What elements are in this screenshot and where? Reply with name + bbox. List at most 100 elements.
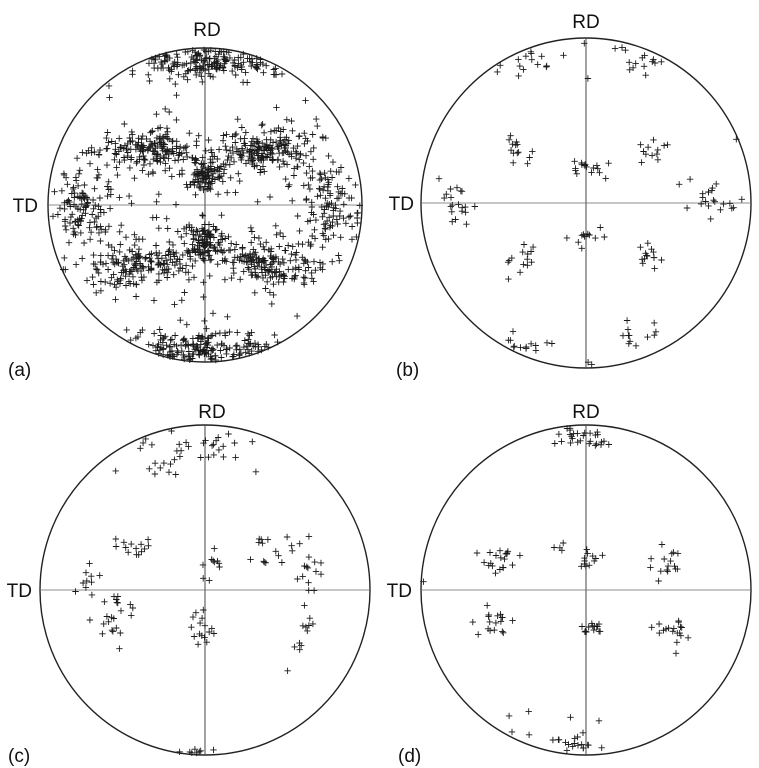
pole-marker bbox=[667, 557, 674, 565]
pole-marker bbox=[189, 178, 197, 185]
pole-marker bbox=[207, 241, 214, 249]
pole-marker bbox=[141, 545, 148, 553]
pole-marker bbox=[517, 344, 524, 351]
pole-marker bbox=[210, 630, 218, 637]
pole-marker bbox=[232, 189, 239, 196]
pole-marker bbox=[231, 131, 239, 139]
pole-marker bbox=[236, 346, 243, 353]
pole-marker bbox=[127, 336, 134, 344]
pole-marker bbox=[155, 225, 162, 232]
pole-marker bbox=[261, 168, 268, 175]
pole-marker bbox=[211, 244, 219, 251]
pole-marker bbox=[260, 156, 267, 164]
pole-marker bbox=[187, 255, 194, 263]
pole-marker bbox=[200, 293, 207, 301]
pole-marker bbox=[510, 159, 517, 166]
pole-marker bbox=[232, 342, 240, 350]
pole-marker bbox=[142, 254, 150, 261]
pole-marker bbox=[225, 152, 232, 160]
pole-marker bbox=[87, 229, 95, 236]
pole-marker bbox=[212, 356, 219, 364]
pole-marker bbox=[206, 252, 213, 259]
pole-marker bbox=[170, 150, 177, 157]
pole-marker bbox=[132, 293, 140, 300]
pole-marker bbox=[200, 575, 207, 582]
pole-marker bbox=[212, 352, 219, 359]
pole-marker bbox=[516, 552, 524, 559]
pole-marker bbox=[191, 159, 198, 166]
pole-marker bbox=[292, 264, 299, 272]
pole-marker bbox=[175, 267, 182, 275]
pole-marker bbox=[226, 54, 234, 62]
pole-marker bbox=[210, 746, 217, 754]
pole-marker bbox=[626, 66, 633, 73]
pole-marker bbox=[509, 617, 516, 624]
pole-marker bbox=[201, 221, 208, 228]
pole-marker bbox=[304, 564, 312, 572]
pole-marker bbox=[289, 127, 296, 134]
pole-marker bbox=[280, 138, 287, 146]
pole-marker bbox=[173, 447, 181, 455]
pole-marker bbox=[153, 155, 160, 162]
pole-marker bbox=[310, 278, 317, 285]
pole-marker bbox=[245, 157, 252, 164]
pole-marker bbox=[632, 342, 640, 349]
pole-marker bbox=[164, 146, 171, 153]
pole-marker bbox=[84, 199, 92, 206]
pole-marker bbox=[248, 347, 255, 355]
pole-marker bbox=[560, 539, 567, 547]
pole-marker bbox=[173, 258, 180, 265]
pole-marker bbox=[208, 556, 215, 563]
pole-marker bbox=[86, 616, 94, 624]
pole-marker bbox=[164, 261, 171, 268]
pole-marker bbox=[105, 223, 113, 230]
pole-marker bbox=[284, 140, 292, 147]
pole-marker bbox=[207, 146, 215, 154]
pole-marker bbox=[515, 56, 522, 63]
pole-marker bbox=[589, 622, 596, 629]
pole-marker bbox=[656, 629, 663, 637]
pole-markers-b bbox=[435, 40, 745, 368]
pole-marker bbox=[147, 143, 154, 150]
pole-marker bbox=[219, 137, 227, 144]
pole-marker bbox=[91, 218, 98, 226]
pole-marker bbox=[139, 147, 146, 154]
pole-marker bbox=[526, 154, 533, 161]
pole-marker bbox=[105, 139, 112, 146]
pole-marker bbox=[598, 744, 605, 751]
pole-marker bbox=[661, 555, 668, 563]
pole-marker bbox=[189, 231, 197, 238]
pole-marker bbox=[657, 568, 664, 575]
pole-marker bbox=[267, 261, 274, 268]
pole-marker bbox=[282, 247, 289, 254]
pole-marker bbox=[95, 229, 103, 237]
pole-marker bbox=[590, 626, 597, 634]
pole-marker bbox=[89, 211, 96, 218]
pole-marker bbox=[619, 332, 627, 339]
pole-marker bbox=[599, 552, 606, 559]
pole-marker bbox=[122, 282, 130, 289]
pole-marker bbox=[173, 342, 180, 350]
pole-marker bbox=[190, 245, 198, 252]
pole-marker bbox=[304, 218, 311, 225]
pole-marker bbox=[112, 140, 119, 147]
pole-marker bbox=[109, 628, 117, 635]
pole-marker bbox=[259, 274, 267, 282]
pole-marker bbox=[300, 279, 308, 287]
pole-marker bbox=[551, 440, 558, 447]
pole-marker bbox=[159, 134, 166, 142]
pole-marker bbox=[503, 550, 510, 558]
pole-marker bbox=[253, 139, 260, 146]
pole-marker bbox=[341, 190, 348, 197]
pole-marker bbox=[494, 68, 501, 76]
pole-marker bbox=[644, 144, 652, 151]
pole-marker bbox=[594, 165, 601, 172]
pole-marker bbox=[262, 285, 269, 292]
pole-marker bbox=[89, 273, 96, 281]
pole-marker bbox=[121, 253, 129, 260]
pole-marker bbox=[131, 231, 138, 238]
pole-marker bbox=[319, 187, 327, 194]
pole-marker bbox=[711, 198, 718, 205]
pole-marker bbox=[622, 47, 629, 54]
pole-marker bbox=[214, 557, 221, 565]
